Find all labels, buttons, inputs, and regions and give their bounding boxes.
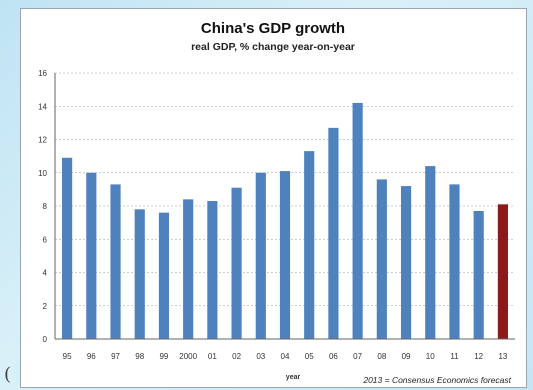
bar-04 xyxy=(279,171,291,339)
bar-99 xyxy=(158,212,170,339)
bar-02 xyxy=(231,187,242,339)
y-tick-label: 14 xyxy=(38,102,47,111)
x-axis-ticks: 95 96 97 98 99 2000 01 02 03 04 05 06 07 08 09 10 11 12 13 xyxy=(63,352,508,361)
bar-97 xyxy=(110,184,121,339)
x-tick-label: 02 xyxy=(232,352,241,361)
y-tick-label: 12 xyxy=(38,136,47,145)
edge-glyph: ( xyxy=(4,364,12,385)
y-tick-label: 16 xyxy=(38,69,47,78)
chart-title: China's GDP growth xyxy=(201,20,345,37)
x-tick-label: 09 xyxy=(402,352,411,361)
x-tick-label: 97 xyxy=(111,352,120,361)
bars xyxy=(62,102,508,339)
x-tick-label: 13 xyxy=(498,352,507,361)
x-tick-label: 08 xyxy=(377,352,386,361)
bar-96 xyxy=(86,172,97,339)
bar-10 xyxy=(425,166,436,339)
bar-98 xyxy=(134,209,145,339)
chart-subtitle: real GDP, % change year-on-year xyxy=(191,41,355,53)
y-axis-ticks: 0 2 4 6 8 10 12 14 16 xyxy=(38,69,47,344)
x-tick-label: 03 xyxy=(256,352,265,361)
y-tick-label: 6 xyxy=(43,235,48,244)
x-tick-label: 10 xyxy=(426,352,435,361)
y-tick-label: 10 xyxy=(38,169,47,178)
chart-panel: China's GDP growth real GDP, % change ye… xyxy=(20,8,527,388)
x-tick-label: 99 xyxy=(159,352,168,361)
x-tick-label: 01 xyxy=(208,352,217,361)
x-tick-label: 2000 xyxy=(179,352,197,361)
bar-08 xyxy=(376,179,387,339)
x-tick-label: 07 xyxy=(353,352,362,361)
bar-12 xyxy=(473,210,484,339)
x-tick-label: 05 xyxy=(305,352,314,361)
y-tick-label: 8 xyxy=(43,202,48,211)
bar-07 xyxy=(352,102,363,339)
bar-01 xyxy=(207,201,218,339)
x-tick-label: 06 xyxy=(329,352,338,361)
bar-13 xyxy=(497,204,508,339)
gdp-bar-chart: China's GDP growth real GDP, % change ye… xyxy=(38,20,515,385)
y-tick-label: 0 xyxy=(43,335,48,344)
forecast-annotation: 2013 = Consensus Economics forecast xyxy=(362,375,511,385)
bar-11 xyxy=(449,184,460,339)
bar-06 xyxy=(328,127,339,339)
x-tick-label: 11 xyxy=(450,352,459,361)
x-tick-label: 96 xyxy=(87,352,96,361)
bar-05 xyxy=(304,151,315,339)
bar-03 xyxy=(255,172,266,339)
x-tick-label: 12 xyxy=(474,352,483,361)
x-tick-label: 98 xyxy=(135,352,144,361)
x-tick-label: 04 xyxy=(281,352,290,361)
x-axis-label: year xyxy=(286,374,301,381)
y-tick-label: 4 xyxy=(43,269,48,278)
bar-09 xyxy=(400,186,412,339)
y-tick-label: 2 xyxy=(43,302,48,311)
bar-95 xyxy=(62,157,73,339)
x-tick-label: 95 xyxy=(63,352,72,361)
bar-2000 xyxy=(183,199,194,339)
